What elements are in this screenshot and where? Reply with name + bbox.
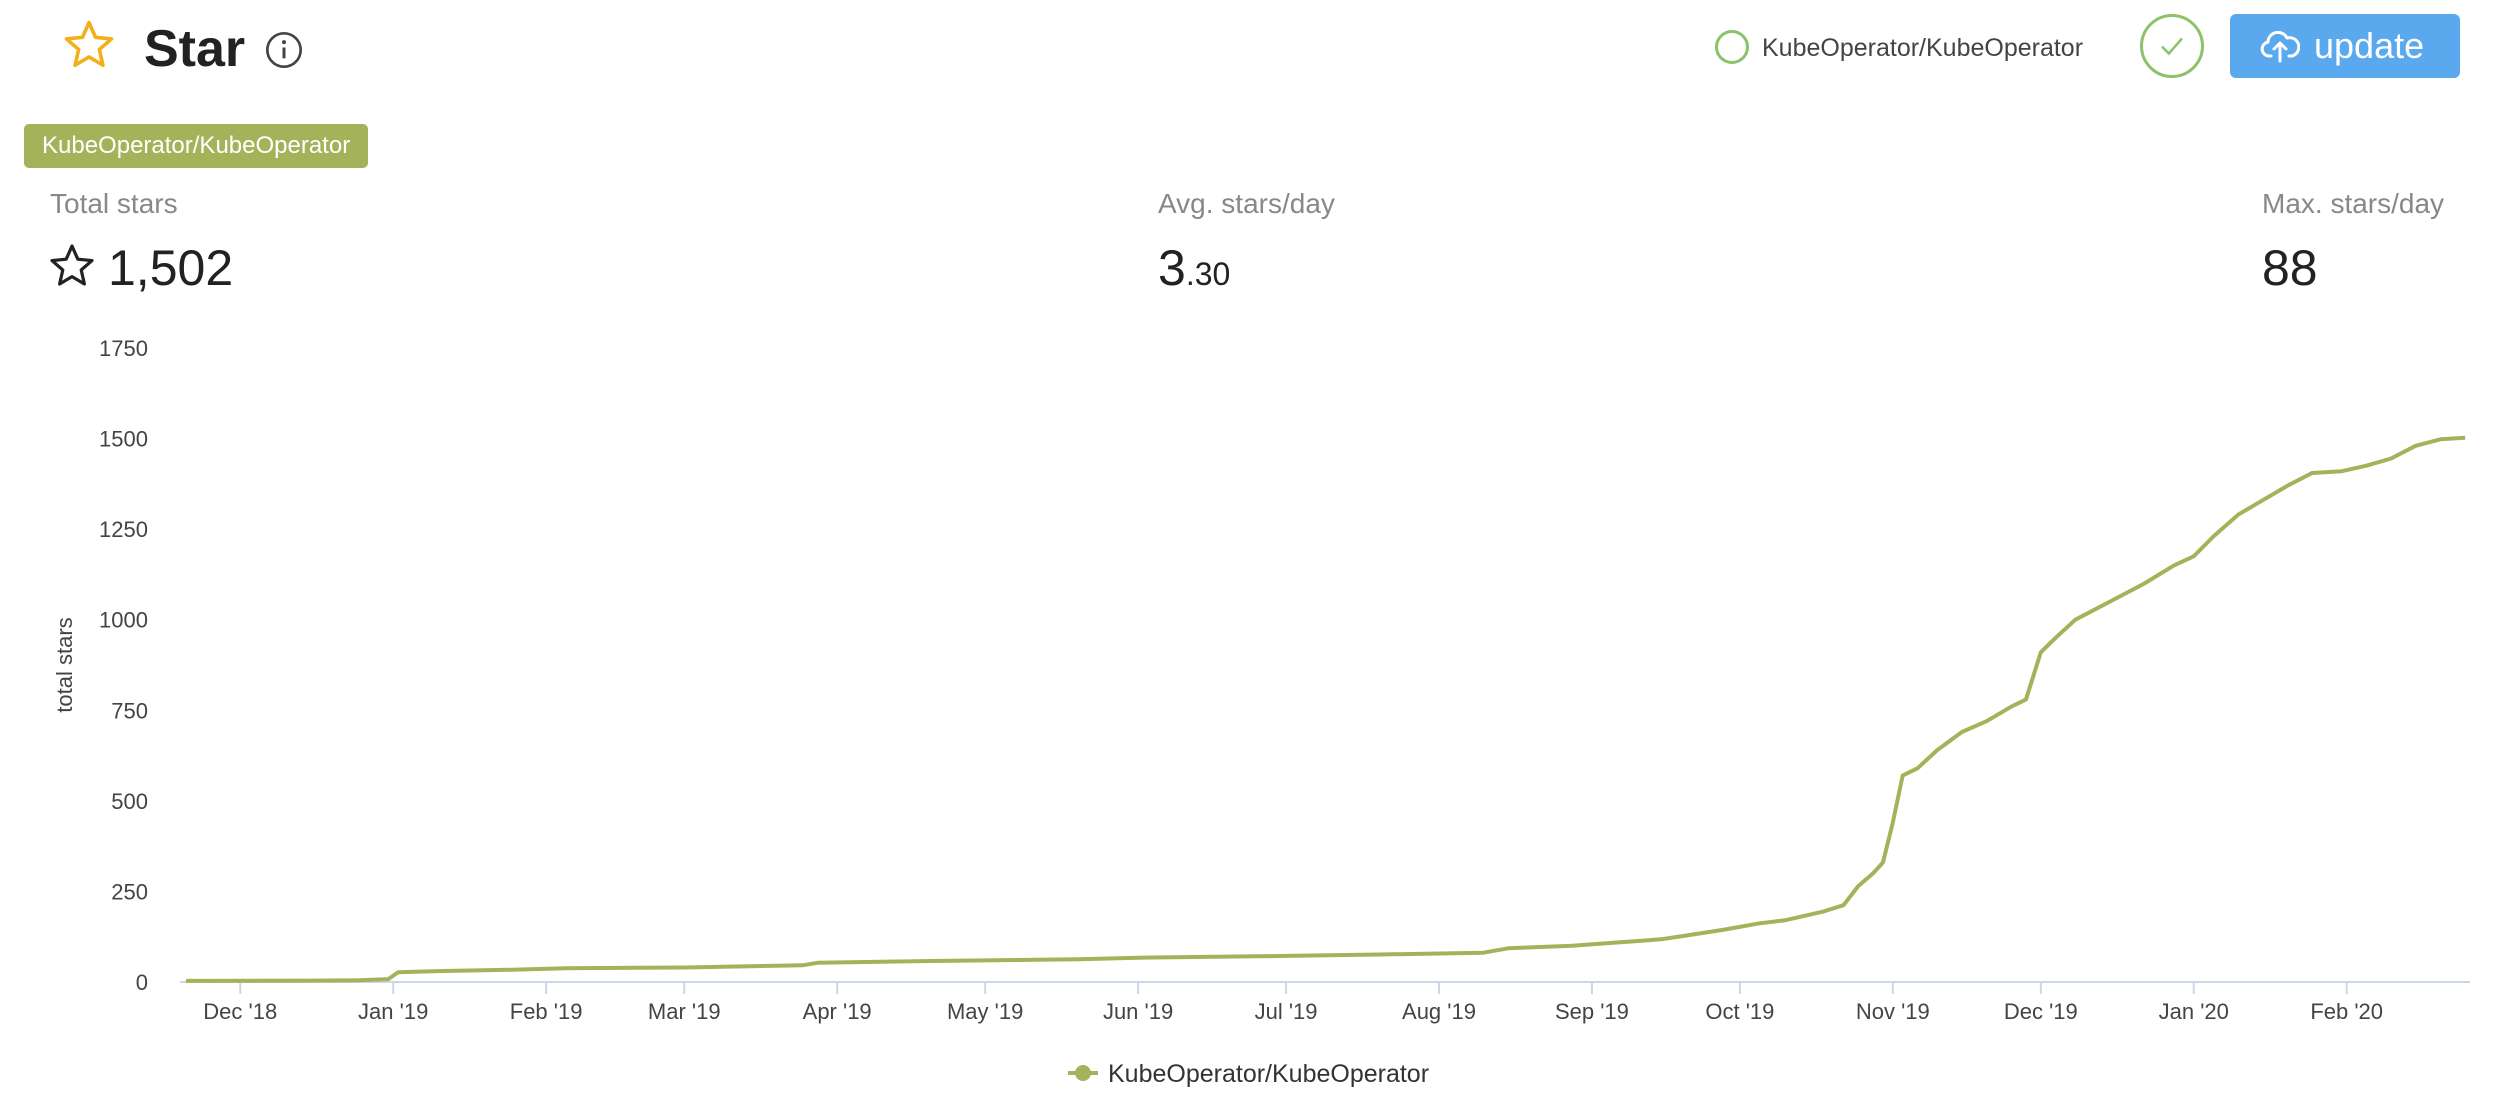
- y-tick-label: 0: [136, 970, 148, 995]
- chart-legend[interactable]: KubeOperator/KubeOperator: [1068, 1060, 1429, 1088]
- confirm-button[interactable]: [2140, 14, 2204, 78]
- x-tick-label: Jan '20: [2159, 999, 2229, 1024]
- x-tick-label: Sep '19: [1555, 999, 1629, 1024]
- total-stars-label: Total stars: [50, 188, 178, 219]
- update-button[interactable]: update: [2230, 14, 2460, 78]
- repo-radio[interactable]: [1715, 30, 1749, 64]
- y-tick-label: 1250: [99, 517, 148, 542]
- x-tick-label: Feb '19: [510, 999, 583, 1024]
- x-tick-label: Dec '18: [203, 999, 277, 1024]
- page-title: Star: [144, 20, 246, 78]
- avg-stars-label: Avg. stars/day: [1158, 188, 1335, 219]
- star-outline-icon: [50, 244, 94, 286]
- x-tick-label: Aug '19: [1402, 999, 1476, 1024]
- repo-tag: KubeOperator/KubeOperator: [24, 124, 369, 168]
- y-tick-label: 1500: [99, 427, 148, 452]
- check-icon: [2161, 37, 2183, 56]
- update-button-label: update: [2314, 25, 2425, 66]
- avg-stars-int: 3: [1158, 240, 1186, 296]
- y-tick-label: 1000: [99, 608, 148, 633]
- repo-label[interactable]: KubeOperator/KubeOperator: [1762, 34, 2084, 62]
- total-stars-value: 1,502: [108, 240, 234, 296]
- x-tick-label: Apr '19: [803, 999, 872, 1024]
- y-tick-label: 500: [111, 789, 148, 814]
- x-tick-label: May '19: [947, 999, 1023, 1024]
- series-line[interactable]: [185, 435, 2466, 983]
- y-axis-title: total stars: [52, 617, 77, 712]
- x-tick-label: Jan '19: [358, 999, 428, 1024]
- avg-stars-decimal: .30: [1185, 256, 1231, 292]
- x-tick-label: Oct '19: [1705, 999, 1774, 1024]
- y-tick-label: 1750: [99, 336, 148, 361]
- y-tick-label: 750: [111, 698, 148, 723]
- y-tick-label: 250: [111, 879, 148, 904]
- x-tick-label: Mar '19: [648, 999, 721, 1024]
- cloud-upload-icon: [2260, 30, 2300, 63]
- x-tick-label: Nov '19: [1856, 999, 1930, 1024]
- legend-marker: [1075, 1065, 1091, 1081]
- x-tick-label: Jul '19: [1255, 999, 1318, 1024]
- x-tick-label: Feb '20: [2310, 999, 2383, 1024]
- x-tick-label: Jun '19: [1103, 999, 1173, 1024]
- x-tick-label: Dec '19: [2004, 999, 2078, 1024]
- max-stars-label: Max. stars/day: [2262, 188, 2445, 219]
- legend-label[interactable]: KubeOperator/KubeOperator: [1108, 1060, 1429, 1088]
- avg-stars-value: 3.30: [1158, 238, 1230, 304]
- max-stars-value: 88: [2262, 240, 2318, 296]
- star-icon: [64, 20, 114, 68]
- info-icon[interactable]: [264, 30, 304, 70]
